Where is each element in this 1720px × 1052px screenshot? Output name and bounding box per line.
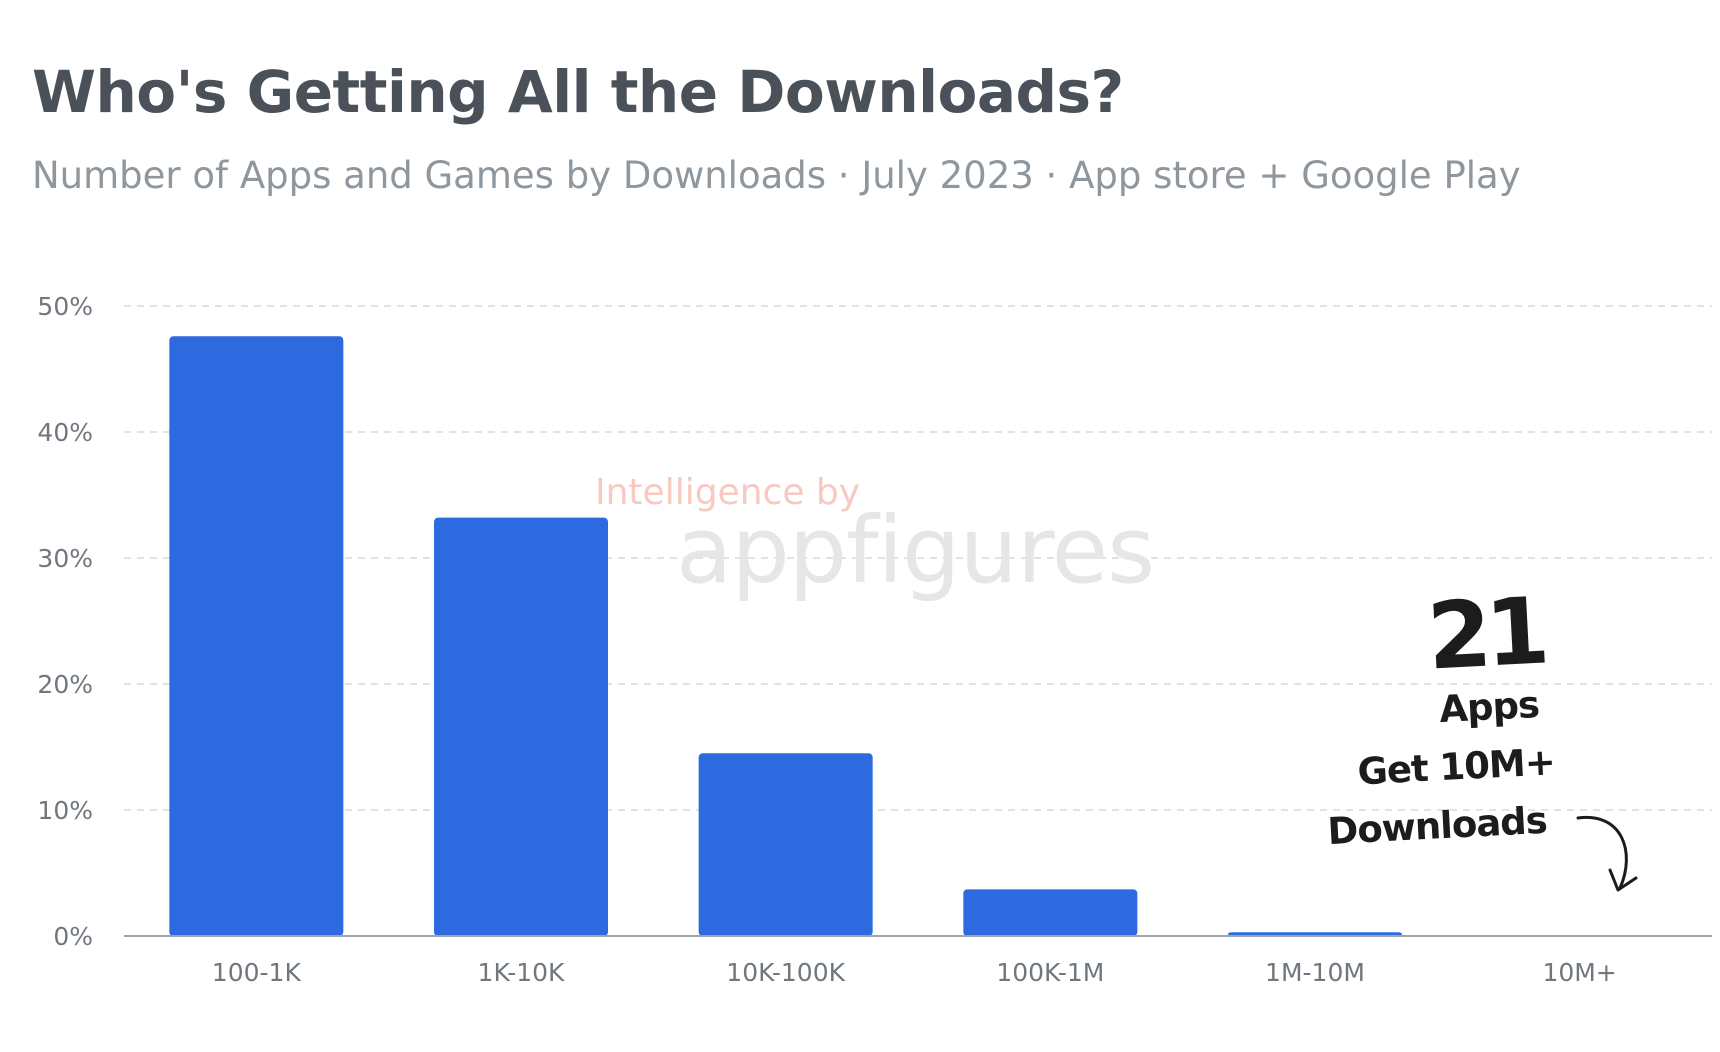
x-tick-label: 1K-10K: [478, 958, 566, 987]
y-tick-label: 10%: [37, 796, 93, 825]
x-tick-label: 10M+: [1542, 958, 1616, 987]
y-tick-label: 50%: [37, 292, 93, 321]
x-tick-label: 10K-100K: [726, 958, 845, 987]
bar: [963, 889, 1138, 936]
callout-number: 21: [1425, 578, 1546, 691]
watermark: Intelligence by appfigures: [595, 472, 1155, 604]
callout-arrow-icon: [1576, 815, 1638, 892]
callout-line3: Downloads: [1327, 799, 1548, 853]
watermark-line1: Intelligence by: [595, 472, 860, 513]
x-tick-label: 100K-1M: [996, 958, 1104, 987]
x-tick-label: 1M-10M: [1265, 958, 1365, 987]
x-tick-label: 100-1K: [212, 958, 302, 987]
bar: [698, 753, 873, 936]
bar: [434, 517, 608, 936]
bars: [169, 336, 1402, 936]
y-tick-label: 0%: [53, 922, 93, 951]
callout-annotation: 21 Apps Get 10M+ Downloads: [1327, 578, 1556, 853]
y-axis-ticks: 0% 10% 20% 30% 40% 50%: [37, 292, 93, 951]
y-tick-label: 30%: [37, 544, 93, 573]
chart-title: Who's Getting All the Downloads?: [32, 58, 1124, 126]
chart-subtitle: Number of Apps and Games by Downloads · …: [32, 154, 1521, 197]
x-axis-ticks: 100-1K 1K-10K 10K-100K 100K-1M 1M-10M 10M+: [212, 958, 1617, 987]
y-tick-label: 40%: [37, 418, 93, 447]
watermark-line2: appfigures: [676, 497, 1154, 604]
callout-line2: Get 10M+: [1356, 740, 1555, 793]
gridlines: [124, 305, 1712, 811]
y-tick-label: 20%: [37, 670, 93, 699]
bar: [169, 336, 344, 936]
callout-line1: Apps: [1438, 683, 1540, 731]
